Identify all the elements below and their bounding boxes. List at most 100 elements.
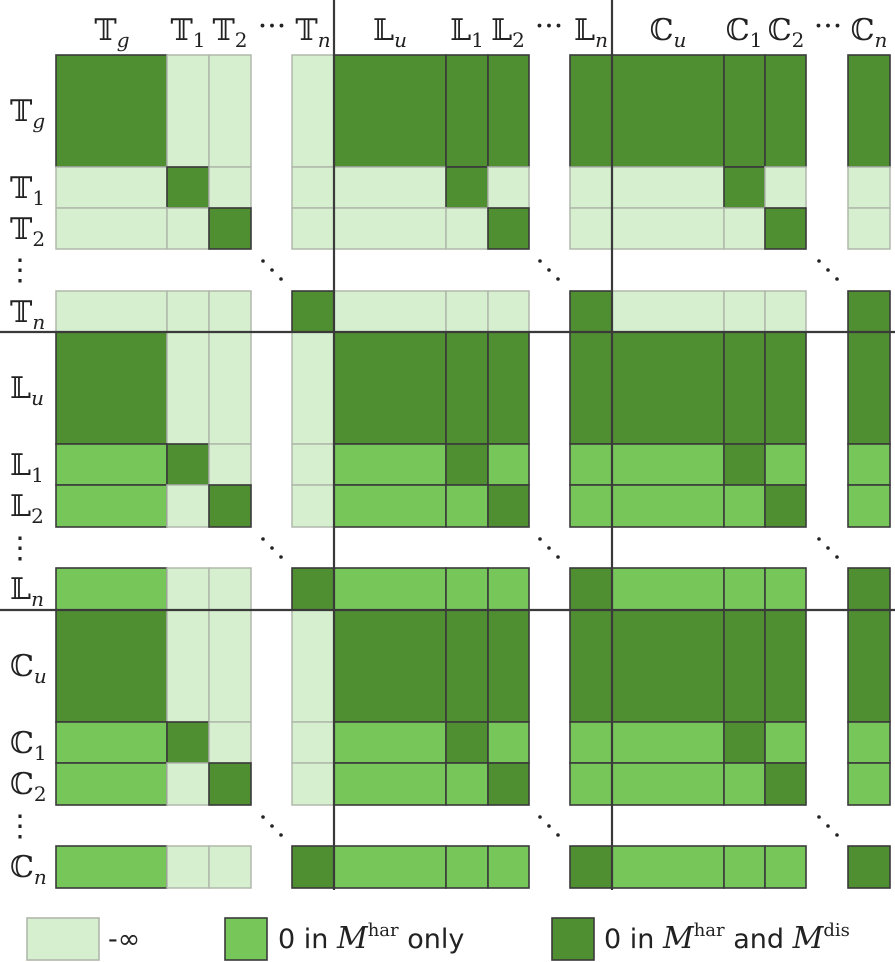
column-header: 𝕋2: [212, 13, 247, 52]
ellipsis-dot: [270, 546, 274, 550]
column-header-ellipsis: ···: [535, 9, 564, 44]
ellipsis-dot: [826, 546, 830, 550]
mask-cell-neg-inf: [291, 54, 335, 168]
mask-cell-neg-inf: [208, 443, 252, 486]
ellipsis-dot: [279, 277, 283, 281]
column-header-ellipsis: ···: [814, 9, 843, 44]
mask-cell-neg-inf: [487, 166, 530, 209]
mask-cell-har-only: [333, 567, 447, 611]
mask-cell-neg-inf: [208, 609, 252, 723]
mask-matrix: [55, 54, 891, 889]
mask-cell-har-only: [611, 721, 725, 764]
legend: -∞ 0 in Mhar only 0 in Mhar and Mdis: [26, 917, 850, 961]
mask-cell-har-and-dis: [487, 207, 530, 250]
row-header: ℂn: [10, 850, 47, 889]
column-header: 𝕃1: [450, 13, 484, 52]
mask-cell-har-and-dis: [611, 54, 725, 168]
row-header-ellipsis: ⋮: [5, 531, 35, 566]
mask-cell-har-and-dis: [445, 54, 489, 168]
mask-cell-har-and-dis: [208, 207, 252, 250]
mask-cell-har-and-dis: [847, 331, 891, 445]
mask-cell-har-only: [723, 845, 766, 889]
mask-cell-har-and-dis: [847, 54, 891, 168]
mask-cell-har-and-dis: [55, 331, 168, 445]
mask-cell-neg-inf: [723, 290, 766, 333]
ellipsis-dot: [279, 833, 283, 837]
row-header: 𝕋1: [10, 171, 45, 210]
mask-cell-har-only: [55, 762, 168, 806]
mask-cell-har-and-dis: [291, 290, 335, 333]
mask-cell-har-only: [445, 845, 489, 889]
mask-cell-har-only: [764, 567, 807, 611]
mask-cell-har-only: [611, 845, 725, 889]
row-header: 𝕋2: [10, 212, 45, 251]
legend-swatch-har-and-dis: [551, 917, 595, 961]
mask-cell-har-and-dis: [445, 331, 489, 445]
diagonal-ellipses: [261, 259, 839, 837]
mask-cell-neg-inf: [291, 331, 335, 445]
mask-cell-har-and-dis: [764, 207, 807, 250]
mask-cell-har-only: [847, 443, 891, 486]
mask-cell-har-and-dis: [333, 331, 447, 445]
mask-cell-neg-inf: [611, 166, 725, 209]
row-header: 𝕃1: [10, 448, 44, 487]
ellipsis-dot: [270, 824, 274, 828]
row-header: 𝕃u: [10, 371, 44, 410]
mask-cell-neg-inf: [487, 290, 530, 333]
mask-cell-har-and-dis: [847, 845, 891, 889]
mask-cell-neg-inf: [208, 290, 252, 333]
mask-cell-har-and-dis: [764, 609, 807, 723]
mask-cell-har-only: [569, 762, 613, 806]
mask-cell-har-and-dis: [445, 443, 489, 486]
ellipsis-dot: [835, 833, 839, 837]
ellipsis-dot: [826, 824, 830, 828]
mask-cell-neg-inf: [166, 290, 210, 333]
mask-cell-har-and-dis: [166, 443, 210, 486]
mask-cell-neg-inf: [291, 207, 335, 250]
ellipsis-dot: [261, 259, 265, 263]
mask-cell-har-only: [333, 762, 447, 806]
mask-cell-har-and-dis: [166, 721, 210, 764]
mask-cell-har-only: [569, 443, 613, 486]
ellipsis-dot: [261, 815, 265, 819]
ellipsis-dot: [556, 277, 560, 281]
ellipsis-dot: [547, 268, 551, 272]
block-dividers: [0, 0, 895, 890]
mask-cell-har-only: [333, 845, 447, 889]
mask-cell-har-and-dis: [723, 331, 766, 445]
mask-cell-neg-inf: [208, 567, 252, 611]
mask-cell-neg-inf: [291, 721, 335, 764]
mask-cell-har-only: [569, 484, 613, 528]
mask-cell-neg-inf: [291, 166, 335, 209]
column-header-ellipsis: ···: [258, 9, 287, 44]
mask-cell-har-and-dis: [569, 845, 613, 889]
row-header-ellipsis: ⋮: [5, 809, 35, 844]
legend-label: -∞: [108, 924, 140, 955]
legend-swatch-neg-inf: [26, 917, 100, 961]
mask-cell-har-and-dis: [764, 54, 807, 168]
mask-cell-neg-inf: [764, 166, 807, 209]
mask-cell-neg-inf: [166, 762, 210, 806]
mask-cell-har-only: [55, 721, 168, 764]
mask-cell-har-and-dis: [723, 609, 766, 723]
mask-cell-neg-inf: [55, 207, 168, 250]
column-header: ℂ1: [726, 13, 763, 52]
mask-cell-har-and-dis: [445, 609, 489, 723]
mask-cell-har-and-dis: [333, 54, 447, 168]
mask-cell-har-only: [333, 443, 447, 486]
ellipsis-dot: [279, 555, 283, 559]
row-header: 𝕃2: [10, 489, 44, 528]
ellipsis-dot: [547, 824, 551, 828]
mask-cell-neg-inf: [445, 207, 489, 250]
mask-cell-har-only: [764, 845, 807, 889]
mask-cell-neg-inf: [847, 166, 891, 209]
mask-cell-har-and-dis: [611, 331, 725, 445]
column-header: 𝕋n: [295, 13, 330, 52]
mask-cell-har-and-dis: [291, 845, 335, 889]
mask-cell-har-and-dis: [764, 762, 807, 806]
ellipsis-dot: [538, 815, 542, 819]
mask-cell-har-and-dis: [208, 762, 252, 806]
mask-cell-neg-inf: [569, 166, 613, 209]
mask-cell-neg-inf: [723, 207, 766, 250]
mask-cell-har-and-dis: [487, 331, 530, 445]
